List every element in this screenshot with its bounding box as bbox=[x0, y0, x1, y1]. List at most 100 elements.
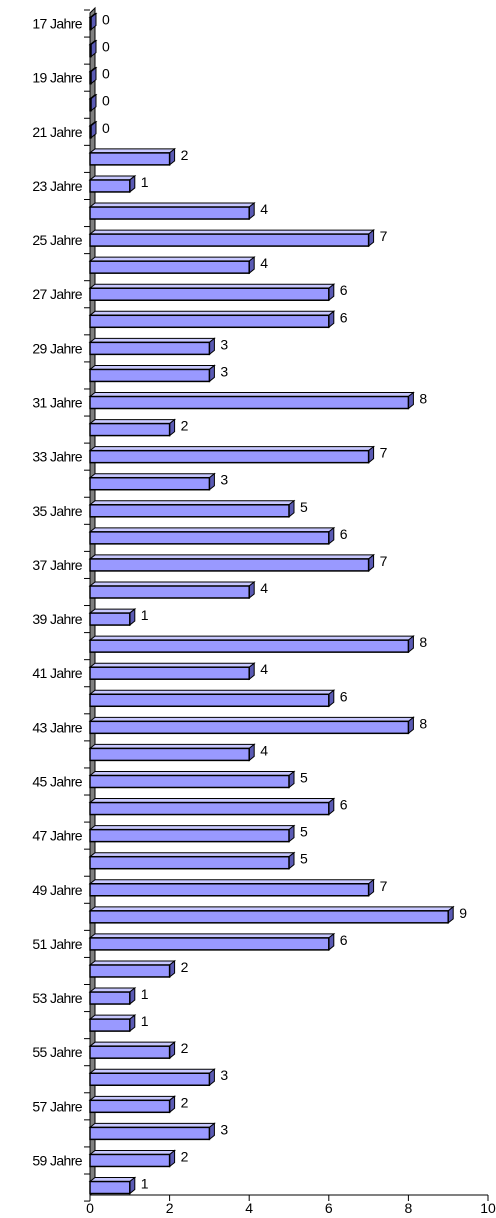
bar bbox=[88, 147, 177, 166]
value-label: 1 bbox=[141, 986, 149, 1002]
bar bbox=[88, 959, 177, 979]
bar-front-face bbox=[89, 97, 92, 112]
bar bbox=[88, 851, 296, 870]
bar bbox=[88, 418, 177, 437]
bar bbox=[88, 66, 98, 85]
x-tick-label: 4 bbox=[245, 1200, 253, 1216]
bar-front-face bbox=[89, 314, 330, 329]
bar-front-face bbox=[89, 801, 330, 816]
bar bbox=[88, 905, 455, 924]
bar-front-face bbox=[89, 1099, 171, 1114]
value-label: 4 bbox=[260, 255, 268, 271]
value-label: 0 bbox=[102, 93, 110, 109]
value-label: 0 bbox=[102, 120, 110, 136]
x-tick-label: 10 bbox=[480, 1200, 496, 1216]
value-label: 6 bbox=[340, 526, 348, 542]
category-label: 25 Jahre bbox=[32, 232, 82, 248]
bar-front-face bbox=[89, 260, 250, 274]
x-tick-label: 2 bbox=[166, 1200, 174, 1216]
bar bbox=[88, 986, 137, 1006]
bar bbox=[88, 608, 137, 627]
value-label: 3 bbox=[220, 336, 228, 352]
value-label: 2 bbox=[181, 1040, 189, 1056]
value-label: 0 bbox=[102, 66, 110, 82]
bar-front-face bbox=[89, 16, 92, 31]
bar bbox=[88, 1122, 216, 1141]
value-label: 1 bbox=[141, 1013, 149, 1029]
bar-front-face bbox=[89, 720, 410, 735]
bar-front-face bbox=[89, 1126, 211, 1141]
category-label: 17 Jahre bbox=[32, 16, 82, 32]
bar-front-face bbox=[89, 422, 171, 437]
value-label: 3 bbox=[220, 1067, 228, 1083]
category-label: 43 Jahre bbox=[32, 719, 82, 735]
x-tick-label: 8 bbox=[405, 1200, 413, 1216]
bar bbox=[88, 310, 336, 329]
bar bbox=[88, 1095, 177, 1114]
category-label: 33 Jahre bbox=[32, 449, 82, 465]
value-label: 4 bbox=[260, 580, 268, 596]
bar bbox=[88, 580, 256, 600]
value-label: 3 bbox=[220, 1121, 228, 1137]
value-label: 9 bbox=[459, 905, 467, 921]
bar-front-face bbox=[89, 233, 370, 247]
bar-front-face bbox=[89, 449, 370, 464]
bar bbox=[88, 689, 336, 708]
category-label: 45 Jahre bbox=[32, 773, 82, 789]
value-label: 3 bbox=[220, 363, 228, 379]
value-label: 6 bbox=[340, 688, 348, 704]
bar-front-face bbox=[89, 774, 290, 789]
bar-front-face bbox=[89, 341, 211, 356]
value-label: 0 bbox=[102, 12, 110, 28]
bar-front-face bbox=[89, 1153, 171, 1168]
bar-front-face bbox=[89, 152, 171, 166]
bar bbox=[88, 526, 336, 545]
category-label: 55 Jahre bbox=[32, 1044, 82, 1060]
value-label: 6 bbox=[340, 797, 348, 813]
category-label: 59 Jahre bbox=[32, 1152, 82, 1168]
bar bbox=[88, 635, 415, 654]
bar bbox=[88, 12, 98, 31]
bar bbox=[88, 932, 336, 951]
bar bbox=[88, 1149, 177, 1168]
bar-front-face bbox=[89, 395, 410, 410]
bars bbox=[88, 12, 455, 1195]
bar-front-face bbox=[89, 1045, 171, 1059]
bar bbox=[88, 1014, 137, 1033]
value-label: 5 bbox=[300, 499, 308, 515]
bar bbox=[88, 93, 98, 112]
bar-front-face bbox=[89, 855, 290, 870]
bar bbox=[88, 797, 336, 816]
bar bbox=[88, 283, 336, 302]
bar-front-face bbox=[89, 991, 131, 1005]
value-label: 4 bbox=[260, 742, 268, 758]
bar bbox=[88, 716, 415, 735]
bar bbox=[88, 256, 256, 275]
value-label: 8 bbox=[419, 715, 427, 731]
value-label: 5 bbox=[300, 824, 308, 840]
value-label: 1 bbox=[141, 607, 149, 623]
bar-front-face bbox=[89, 937, 330, 951]
category-label: 21 Jahre bbox=[32, 124, 82, 140]
category-label: 19 Jahre bbox=[32, 70, 82, 86]
category-label: 29 Jahre bbox=[32, 340, 82, 356]
value-label: 1 bbox=[141, 1176, 149, 1192]
category-label: 23 Jahre bbox=[32, 178, 82, 194]
bar bbox=[88, 174, 137, 193]
bar bbox=[88, 201, 256, 221]
value-label: 6 bbox=[340, 309, 348, 325]
value-label: 8 bbox=[419, 391, 427, 407]
bar-front-face bbox=[89, 964, 171, 978]
bar-front-face bbox=[89, 531, 330, 545]
value-label: 6 bbox=[340, 282, 348, 298]
bar-front-face bbox=[89, 179, 131, 193]
category-label: 37 Jahre bbox=[32, 557, 82, 573]
category-label: 53 Jahre bbox=[32, 990, 82, 1006]
category-label: 27 Jahre bbox=[32, 286, 82, 302]
value-label: 2 bbox=[181, 1148, 189, 1164]
value-label: 2 bbox=[181, 147, 189, 163]
bar bbox=[88, 770, 296, 789]
bar bbox=[88, 1041, 177, 1060]
value-label: 1 bbox=[141, 174, 149, 190]
